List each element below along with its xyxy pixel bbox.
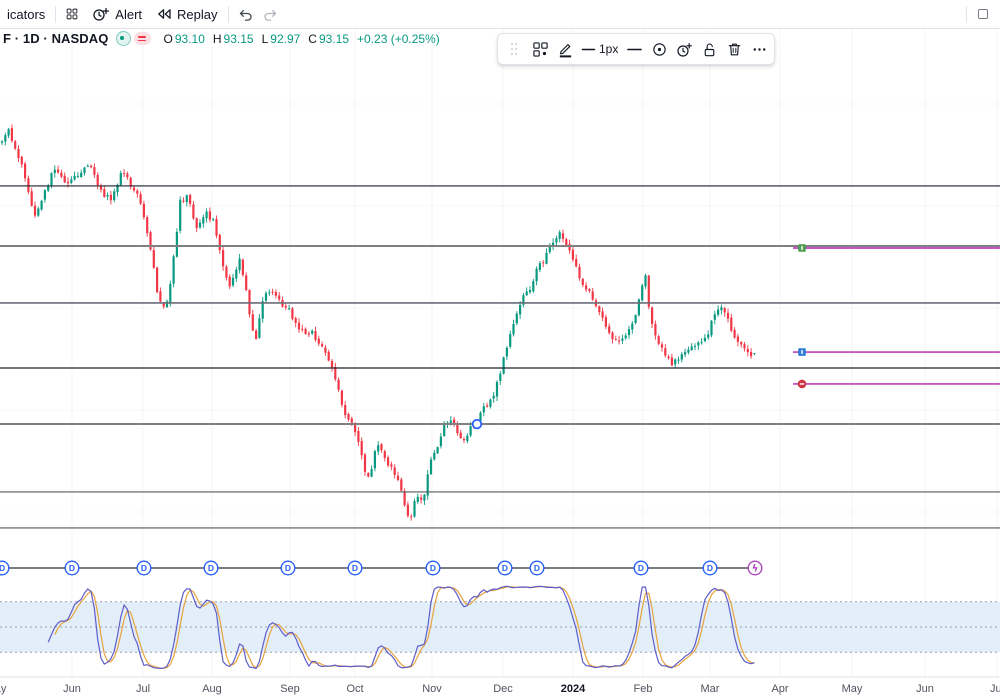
alert-label: Alert (115, 6, 143, 22)
pencil-color-icon[interactable] (553, 36, 577, 62)
alert-button[interactable]: Alert (85, 1, 149, 27)
symbol-title[interactable]: F · 1D · NASDAQ (3, 31, 109, 46)
line-style-icon[interactable] (622, 36, 646, 62)
alert-line[interactable] (793, 348, 1000, 356)
svg-text:D: D (285, 563, 291, 573)
add-alert-icon[interactable] (672, 36, 696, 62)
time-axis-label: May (842, 683, 863, 695)
line-width-icon (581, 41, 596, 58)
line-width-button[interactable]: 1px (578, 36, 621, 62)
time-axis-label: Apr (771, 683, 788, 695)
dividend-marker[interactable]: D (280, 560, 296, 576)
time-axis-label: Sep (280, 683, 300, 695)
time-axis-label: Oct (346, 683, 363, 695)
dividend-marker[interactable]: D (633, 560, 649, 576)
close-value: 93.15 (318, 31, 349, 46)
template-squares-icon[interactable] (528, 36, 552, 62)
trash-icon[interactable] (722, 36, 746, 62)
event-lightning-marker[interactable]: ϟ (747, 560, 763, 576)
legend-status-pills (115, 31, 151, 46)
alert-line[interactable] (793, 379, 1000, 389)
svg-text:D: D (534, 563, 540, 573)
high-label: H (212, 31, 222, 46)
time-axis-label: May (0, 683, 7, 695)
high-value: 93.15 (223, 31, 254, 46)
stochastic-bands (0, 601, 1000, 653)
notes-lines-icon[interactable] (133, 32, 151, 45)
dividend-marker[interactable]: D (702, 560, 718, 576)
grid-layout-icon[interactable] (59, 1, 85, 27)
close-label: C (308, 31, 317, 46)
indicators-button[interactable]: icators (0, 1, 52, 27)
indicators-label: icators (7, 6, 46, 22)
market-status-dot-icon[interactable] (115, 31, 131, 46)
time-axis-label: Jul (990, 683, 1000, 695)
replay-button[interactable]: Replay (149, 1, 224, 27)
replay-label: Replay (177, 6, 218, 22)
candles (0, 124, 756, 521)
svg-text:D: D (208, 563, 214, 573)
line-width-label: 1px (599, 42, 619, 56)
svg-text:D: D (352, 563, 358, 573)
svg-text:D: D (69, 563, 75, 573)
dividend-marker[interactable]: D (0, 560, 10, 576)
low-value: 92.97 (270, 31, 301, 46)
redo-icon (263, 6, 279, 22)
symbol-legend-row: F · 1D · NASDAQ O 93.10 H 93.15 L 92.97 C 93… (3, 31, 440, 46)
dividend-marker[interactable]: D (64, 560, 80, 576)
time-axis-label: Jun (916, 683, 934, 695)
dividend-marker[interactable]: D (347, 560, 363, 576)
top-toolbar: icators Alert Replay (0, 0, 1000, 29)
open-value: 93.10 (174, 31, 205, 46)
ohlc-readout: O 93.10 H 93.15 L 92.97 C 93.15 +0.23 (+0.25… (164, 32, 440, 46)
replay-rewind-icon (156, 6, 172, 22)
toolbar-divider (227, 5, 229, 23)
panel-square-icon[interactable] (970, 1, 996, 27)
drawing-toolbar: 1px (497, 33, 776, 65)
time-axis-label: Mar (701, 683, 720, 695)
undo-button[interactable] (232, 1, 258, 27)
more-dots-icon[interactable] (747, 36, 771, 62)
drag-handle-icon[interactable] (501, 36, 527, 62)
time-axis-label: Feb (634, 683, 653, 695)
undo-icon (237, 6, 253, 22)
redo-button[interactable] (258, 1, 284, 27)
open-label: O (163, 31, 173, 46)
alert-clock-icon (92, 6, 110, 22)
svg-text:D: D (430, 563, 436, 573)
low-label: L (261, 31, 269, 46)
time-axis-label: Aug (202, 683, 222, 695)
horizontal-line-drawings[interactable] (0, 185, 1000, 529)
time-axis-label: 2024 (561, 683, 586, 695)
svg-text:D: D (502, 563, 508, 573)
svg-text:D: D (638, 563, 644, 573)
unlocked-padlock-icon[interactable] (697, 36, 721, 62)
drawing-anchor-handle[interactable] (471, 418, 483, 430)
time-axis-label: Dec (493, 683, 513, 695)
svg-text:D: D (0, 563, 5, 573)
dividend-marker[interactable]: D (425, 560, 441, 576)
toolbar-divider (966, 5, 967, 23)
toolbar-divider (55, 5, 57, 23)
time-axis-label: Jun (63, 683, 81, 695)
stochastic-lines (47, 585, 755, 670)
svg-text:D: D (141, 563, 147, 573)
alert-line[interactable] (793, 244, 1000, 252)
dividend-marker[interactable]: D (529, 560, 545, 576)
svg-text:ϟ: ϟ (752, 564, 759, 575)
svg-text:D: D (707, 563, 713, 573)
dividend-marker[interactable]: D (497, 560, 513, 576)
change-value: +0.23 (+0.25%) (357, 31, 440, 46)
dividend-marker[interactable]: D (136, 560, 152, 576)
target-dot-icon[interactable] (647, 36, 671, 62)
time-axis[interactable]: May Jun Jul Aug Sep Oct Nov Dec 2024 Feb Mar Apr May… (0, 676, 1000, 700)
time-axis-label: Nov (422, 683, 442, 695)
time-axis-label: Jul (136, 683, 150, 695)
dividend-marker[interactable]: D (203, 560, 219, 576)
